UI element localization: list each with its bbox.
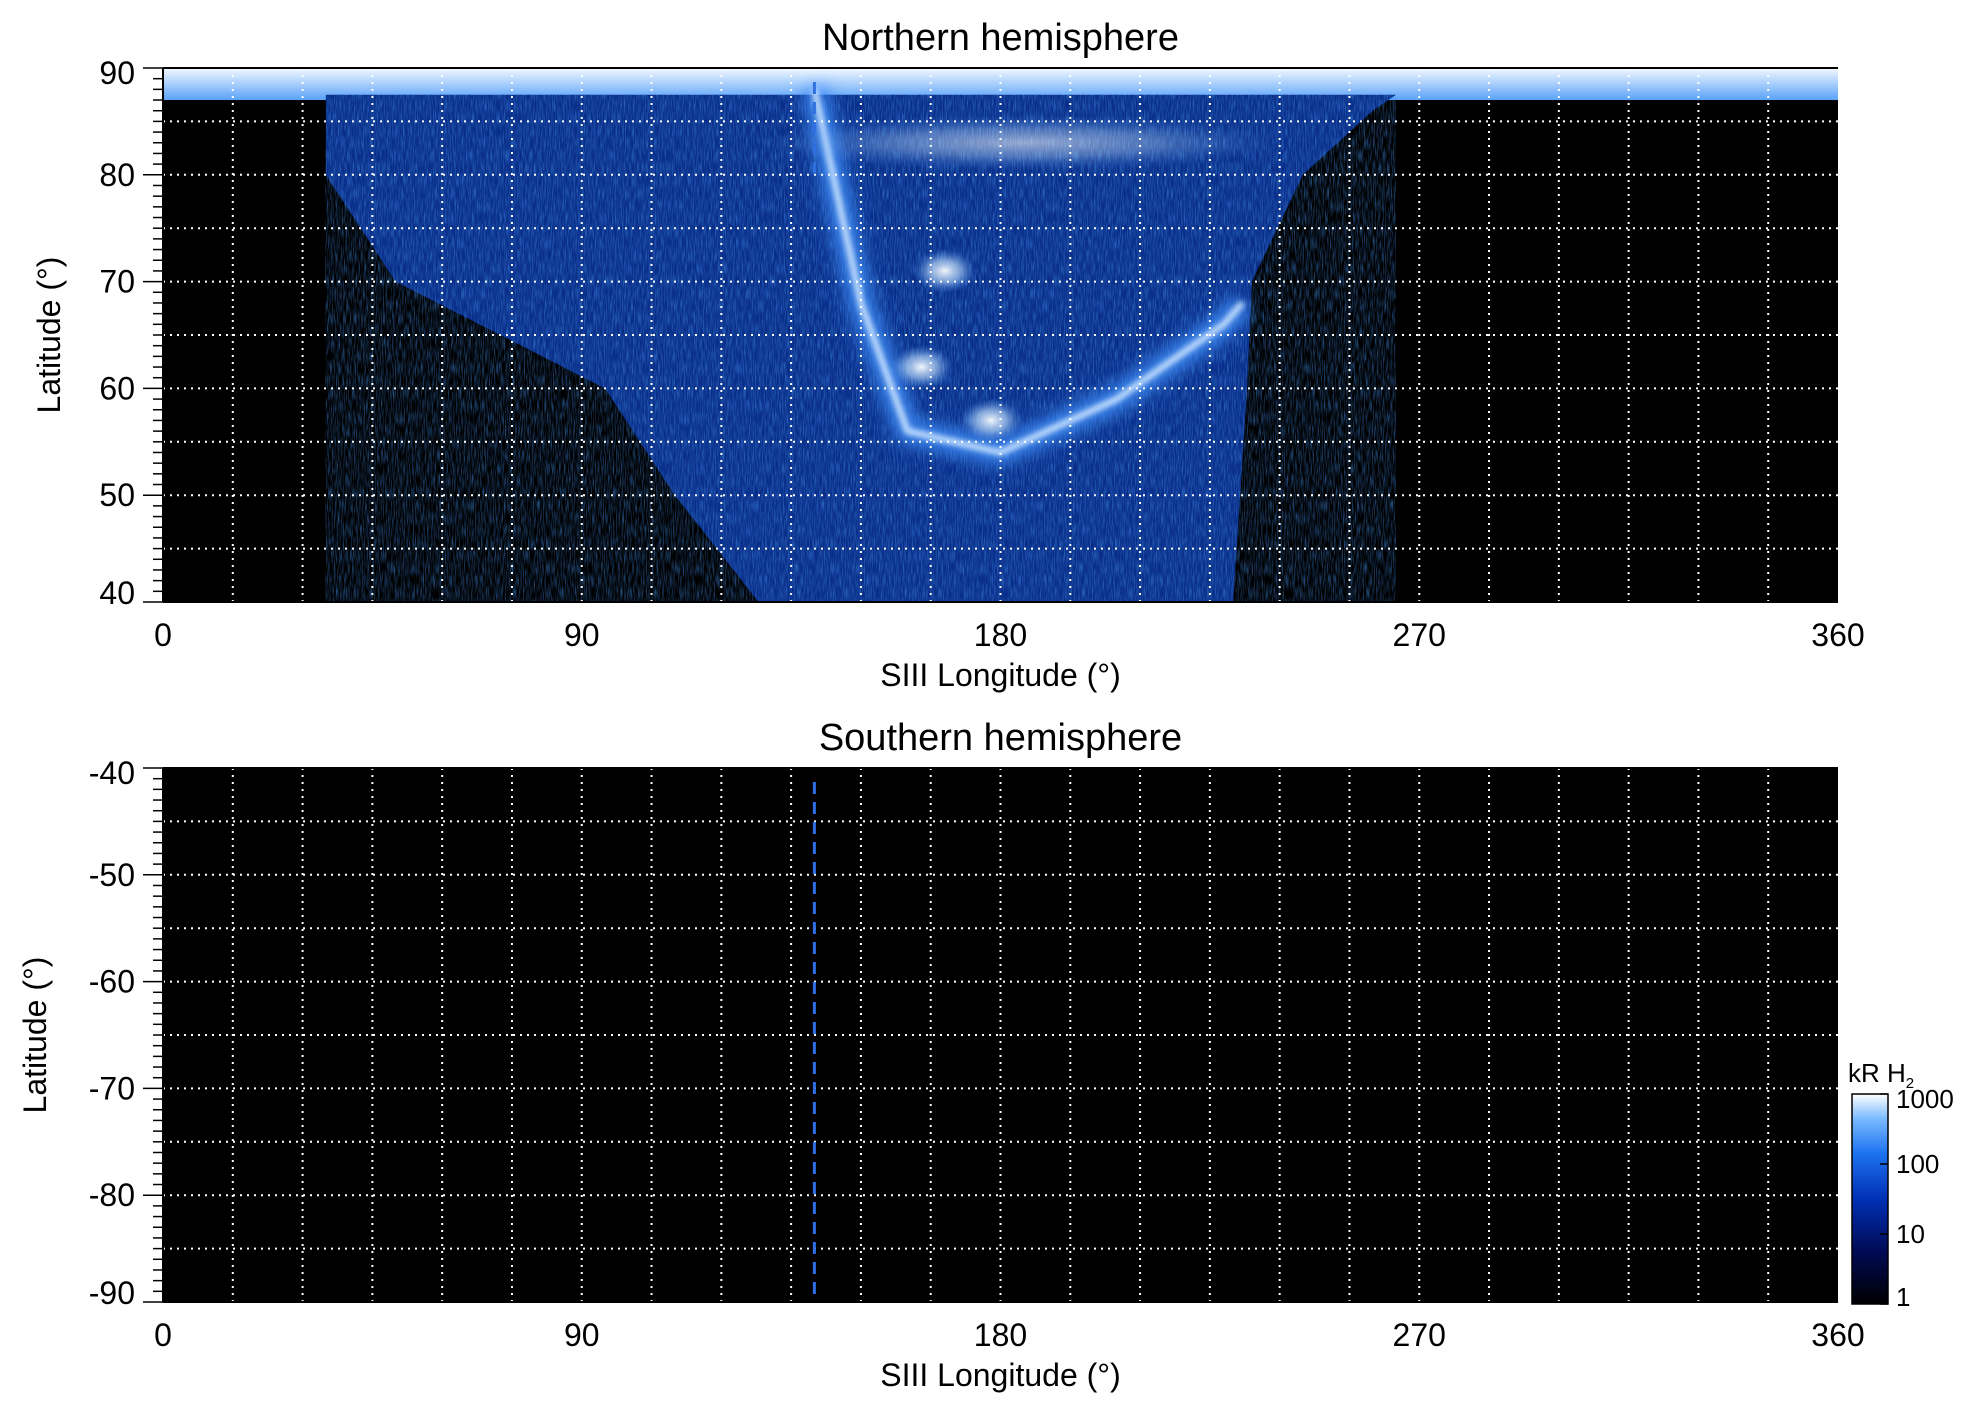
gridlines (163, 768, 1838, 1302)
panel-south: -40 -50 -60 -70 -80 -90 0 90 180 270 360 Southern h… (17, 717, 1865, 1393)
x-axis-label: SIII Longitude (°) (880, 657, 1120, 693)
x-tick-label: 90 (564, 617, 600, 653)
main-oval-arc (811, 88, 1245, 456)
y-tick-label: -60 (89, 964, 135, 1000)
x-tick-label: 0 (154, 617, 172, 653)
y-tick-label: -50 (89, 857, 135, 893)
y-tick-label: 70 (99, 264, 135, 300)
colorbar-tick-label: 100 (1896, 1149, 1939, 1179)
y-tick-label: -70 (89, 1070, 135, 1106)
colorbar-ticks: 1000 100 10 1 (1880, 1084, 1954, 1312)
y-minor-ticks (143, 767, 163, 1303)
colorbar-title: kR H2 (1848, 1058, 1914, 1092)
x-tick-label: 0 (154, 1317, 172, 1353)
y-tick-label: -40 (89, 755, 135, 791)
y-tick-label: -90 (89, 1275, 135, 1311)
colorbar-tick-label: 1 (1896, 1282, 1910, 1312)
y-tick-label: 40 (99, 575, 135, 611)
chart-title: Northern hemisphere (822, 17, 1179, 59)
y-tick-label: 80 (99, 157, 135, 193)
colorbar: kR H2 1000 100 10 1 (1848, 1058, 1954, 1312)
x-tick-label: 270 (1393, 617, 1446, 653)
x-tick-label: 270 (1393, 1317, 1446, 1353)
x-tick-label: 90 (564, 1317, 600, 1353)
y-tick-label: 60 (99, 370, 135, 406)
y-tick-label: -80 (89, 1177, 135, 1213)
x-tick-label: 360 (1811, 617, 1864, 653)
panel-north: 40 50 60 70 80 90 0 90 180 270 360 Northern hemisph… (31, 17, 1865, 693)
y-axis-label: Latitude (°) (17, 957, 53, 1114)
bright-spot-2 (959, 398, 1024, 443)
chart-title: Southern hemisphere (819, 717, 1182, 759)
x-tick-label: 360 (1811, 1317, 1864, 1353)
y-tick-label: 50 (99, 477, 135, 513)
x-axis-label: SIII Longitude (°) (880, 1357, 1120, 1393)
colorbar-tick-label: 1000 (1896, 1084, 1954, 1114)
y-tick-label: 90 (99, 55, 135, 91)
y-minor-ticks (143, 67, 163, 603)
gridlines (163, 68, 1838, 602)
bright-spot-0 (912, 248, 977, 293)
x-tick-label: 180 (974, 617, 1027, 653)
bright-spot-1 (889, 345, 954, 390)
x-tick-label: 180 (974, 1317, 1027, 1353)
polar-glow (763, 114, 1284, 171)
colorbar-scale (1851, 1093, 1889, 1305)
y-axis-label: Latitude (°) (31, 257, 67, 414)
colorbar-tick-label: 10 (1896, 1219, 1925, 1249)
